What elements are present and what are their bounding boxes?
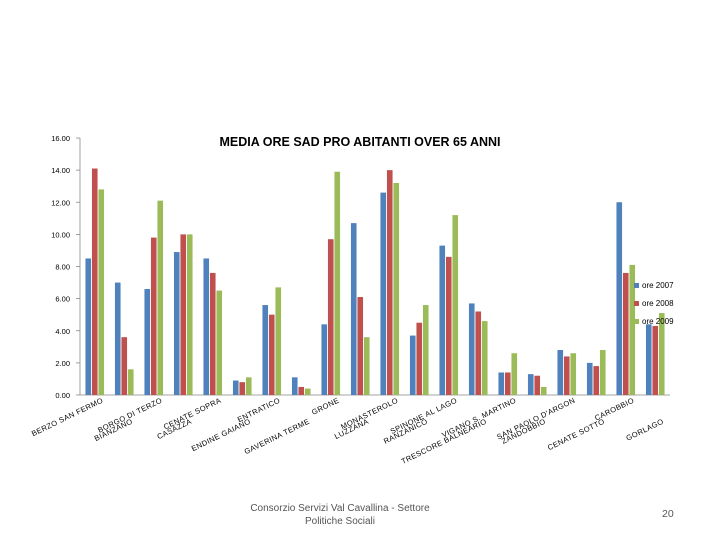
footer-text: Consorzio Servizi Val Cavallina - Settor… [250,503,430,527]
y-axis-ticks: 0.00 2.00 4.00 6.00 8.00 10.00 12.00 14.00 16.00 [51,134,80,400]
legend-swatch [634,301,639,306]
bar-ore-2007-18 [616,202,623,395]
bar-ore-2009-2 [157,200,164,395]
bar-ore-2009-17 [599,350,606,395]
bars [85,168,665,395]
chart-title: MEDIA ORE SAD PRO ABITANTI OVER 65 ANNI [219,135,500,149]
legend-swatch [634,283,639,288]
bar-ore-2009-5 [245,377,252,395]
bar-ore-2008-13 [475,311,482,395]
bar-ore-2007-8 [321,324,328,395]
bar-ore-2007-19 [645,324,652,395]
x-category-label: BORGO DI TERZO [96,396,163,435]
bar-ore-2009-15 [540,386,547,395]
legend-label: ore 2008 [642,299,674,308]
bar-ore-2009-13 [481,321,488,395]
bar-ore-2009-0 [98,189,105,395]
bar-ore-2009-10 [393,182,400,395]
y-tick-label: 10.00 [51,230,70,239]
bar-ore-2008-8 [327,239,334,395]
y-tick-label: 6.00 [55,295,70,304]
bar-ore-2007-4 [203,258,210,395]
bar-ore-2008-9 [357,297,364,395]
bar-ore-2007-17 [586,362,593,395]
x-category-label: GAVERINA TERME [243,417,311,456]
bar-ore-2007-14 [498,372,505,395]
bar-ore-2008-7 [298,386,305,395]
bar-ore-2007-1 [114,282,121,395]
bar-ore-2008-5 [239,382,246,395]
bar-ore-2007-15 [527,374,534,395]
y-tick-label: 14.00 [51,166,70,175]
bar-ore-2007-2 [144,288,151,395]
bar-ore-2009-1 [127,369,134,395]
y-tick-label: 4.00 [55,327,70,336]
bar-ore-2009-19 [658,313,665,395]
bar-ore-2007-6 [262,305,269,395]
legend-label: ore 2007 [642,281,674,290]
bar-ore-2007-7 [291,377,298,395]
bar-ore-2009-6 [275,287,282,395]
bar-ore-2008-12 [445,256,452,395]
bar-ore-2007-12 [439,245,446,395]
bar-ore-2008-6 [268,314,275,395]
y-tick-label: 12.00 [51,198,70,207]
bar-ore-2007-9 [350,223,357,395]
bar-ore-2007-3 [173,252,180,395]
x-category-label: CENATE SOPRA [162,396,223,432]
y-tick-label: 2.00 [55,359,70,368]
bar-ore-2009-7 [304,388,311,395]
bar-ore-2009-11 [422,305,429,395]
bar-ore-2007-13 [468,303,475,395]
bar-ore-2008-3 [180,234,187,395]
bar-ore-2009-3 [186,234,193,395]
legend: ore 2007 ore 2008 ore 2009 [634,281,674,326]
x-category-label: ENTRATICO [236,396,282,424]
bar-ore-2008-4 [209,272,216,395]
y-tick-label: 0.00 [55,391,70,400]
bar-ore-2009-12 [452,215,459,395]
bar-ore-2008-15 [534,375,541,395]
bar-ore-2007-10 [380,192,387,395]
bar-ore-2009-8 [334,171,341,395]
bar-ore-2007-0 [85,258,92,395]
bar-ore-2008-17 [593,366,600,395]
x-category-label: GRONE [310,396,340,417]
bar-ore-2007-16 [557,350,564,395]
bar-ore-2007-5 [232,380,239,395]
bar-ore-2008-11 [416,322,423,395]
bar-ore-2009-4 [216,290,223,395]
legend-label: ore 2009 [642,317,674,326]
x-category-label: BERZO SAN FERMO [30,396,105,439]
bar-ore-2009-16 [570,353,577,395]
x-category-label: CAROBBIO [593,396,635,423]
bar-ore-2008-19 [652,325,659,395]
bar-ore-2008-1 [121,337,128,395]
bar-ore-2009-14 [511,353,518,395]
x-category-label: GORLAGO [625,417,666,443]
bar-ore-2009-9 [363,337,370,395]
bar-ore-2008-14 [504,372,511,395]
y-tick-label: 16.00 [51,134,70,143]
legend-swatch [634,319,639,324]
bar-ore-2008-0 [91,168,98,395]
bar-ore-2007-11 [409,335,416,395]
bar-ore-2008-18 [622,272,629,395]
y-tick-label: 8.00 [55,263,70,272]
bar-ore-2008-2 [150,237,157,395]
page-number: 20 [662,508,674,520]
bar-ore-2008-10 [386,170,393,395]
bar-ore-2009-18 [629,264,636,395]
bar-ore-2008-16 [563,356,570,395]
